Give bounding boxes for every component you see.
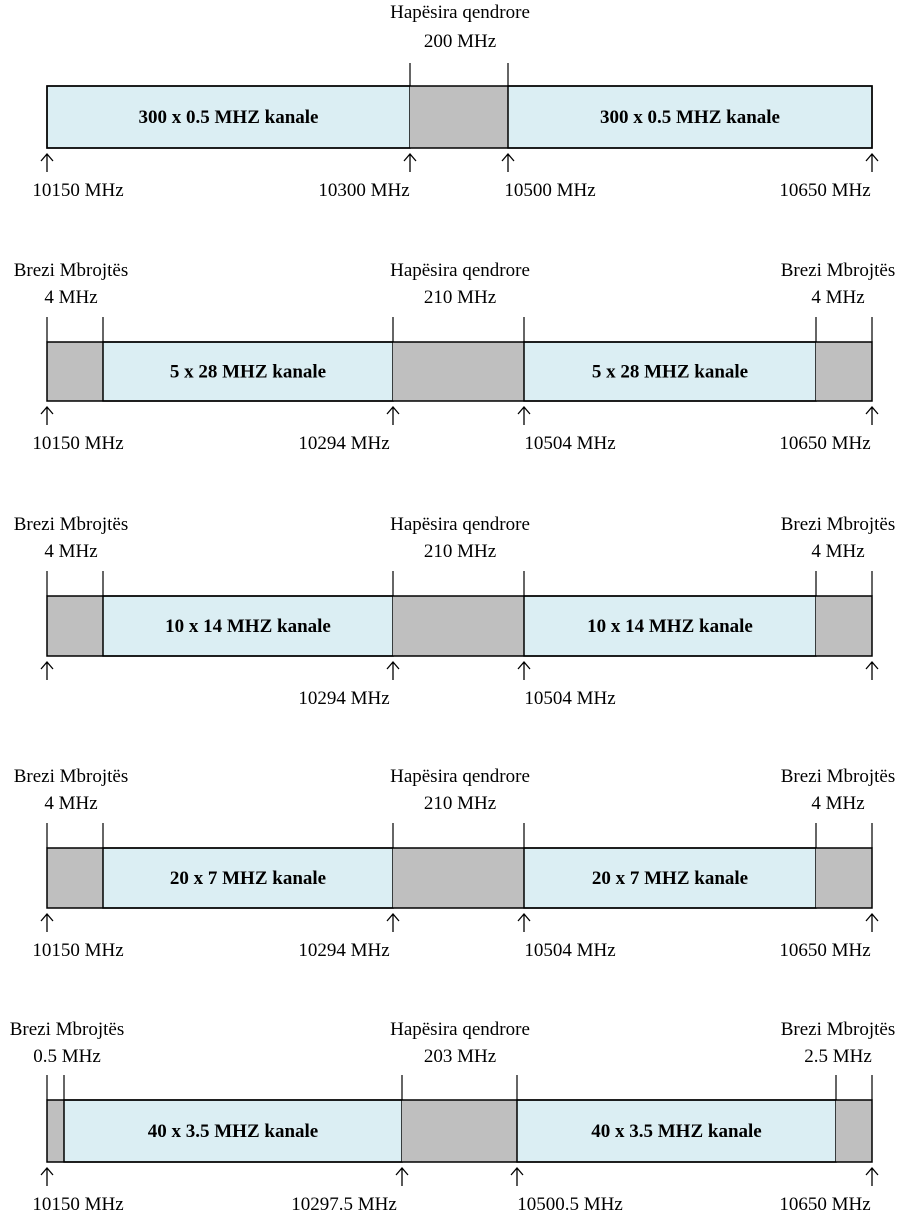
center-gap-block (393, 342, 524, 401)
top-label: 2.5 MHz (804, 1046, 872, 1067)
up-arrow-icon (866, 662, 878, 680)
band-plan-5: 40 x 3.5 MHZ kanale 40 x 3.5 MHZ kanale Br… (10, 1019, 896, 1215)
top-label: Brezi Mbrojtës (14, 766, 129, 787)
band-plan-2: 5 x 28 MHZ kanale 5 x 28 MHZ kanale Brezi … (14, 260, 896, 454)
top-label: Brezi Mbrojtës (14, 260, 129, 281)
up-arrow-icon (41, 154, 53, 172)
frequency-label: 10150 MHz (32, 940, 123, 961)
up-arrow-icon (511, 1168, 523, 1186)
frequency-label: 10150 MHz (32, 180, 123, 201)
top-label: Hapësira qendrore (390, 260, 530, 281)
top-label: 210 MHz (424, 793, 496, 814)
frequency-label: 10150 MHz (32, 1194, 123, 1215)
frequency-label: 10300 MHz (318, 180, 409, 201)
channel-label: 10 x 14 MHZ kanale (165, 616, 331, 637)
band-plan-4: 20 x 7 MHZ kanale 20 x 7 MHZ kanale Brezi … (14, 766, 896, 961)
guard-band-block (816, 342, 872, 401)
center-gap-block (393, 596, 524, 656)
up-arrow-icon (387, 914, 399, 932)
channel-label: 300 x 0.5 MHZ kanale (139, 107, 319, 128)
up-arrow-icon (41, 1168, 53, 1186)
guard-band-block (47, 596, 103, 656)
top-label: Brezi Mbrojtës (781, 1019, 896, 1040)
up-arrow-icon (387, 407, 399, 425)
frequency-label: 10650 MHz (779, 433, 870, 454)
guard-band-block (47, 342, 103, 401)
top-label: 4 MHz (811, 287, 864, 308)
top-label: Brezi Mbrojtës (14, 514, 129, 535)
up-arrow-icon (866, 154, 878, 172)
frequency-label: 10294 MHz (298, 688, 389, 709)
channel-label: 5 x 28 MHZ kanale (170, 362, 326, 383)
top-label: Brezi Mbrojtës (781, 260, 896, 281)
top-label: 0.5 MHz (33, 1046, 101, 1067)
top-label: Brezi Mbrojtës (781, 766, 896, 787)
top-label: Hapësira qendrore (390, 1019, 530, 1040)
up-arrow-icon (41, 407, 53, 425)
up-arrow-icon (387, 662, 399, 680)
band-plan-3: 10 x 14 MHZ kanale 10 x 14 MHZ kanale Brez… (14, 514, 896, 709)
frequency-label: 10650 MHz (779, 940, 870, 961)
up-arrow-icon (518, 914, 530, 932)
frequency-label: 10500 MHz (504, 180, 595, 201)
top-label: Hapësira qendrore (390, 2, 530, 23)
frequency-label: 10650 MHz (779, 180, 870, 201)
top-label: Brezi Mbrojtës (781, 514, 896, 535)
top-label: 4 MHz (811, 793, 864, 814)
frequency-label: 10504 MHz (524, 688, 615, 709)
top-label: 200 MHz (424, 31, 496, 52)
top-label: Hapësira qendrore (390, 766, 530, 787)
guard-band-block (47, 1100, 64, 1162)
top-label: 210 MHz (424, 287, 496, 308)
top-label: 203 MHz (424, 1046, 496, 1067)
guard-band-block (836, 1100, 872, 1162)
channel-label: 40 x 3.5 MHZ kanale (591, 1121, 761, 1142)
center-gap-block (402, 1100, 517, 1162)
top-label: 4 MHz (811, 541, 864, 562)
top-label: 4 MHz (44, 793, 97, 814)
channel-label: 40 x 3.5 MHZ kanale (148, 1121, 318, 1142)
top-label: 4 MHz (44, 541, 97, 562)
top-label: 4 MHz (44, 287, 97, 308)
band-plan-1: 300 x 0.5 MHZ kanale 300 x 0.5 MHZ kanale… (32, 2, 878, 201)
guard-band-block (47, 848, 103, 908)
channel-label: 300 x 0.5 MHZ kanale (600, 107, 780, 128)
top-label: Hapësira qendrore (390, 514, 530, 535)
up-arrow-icon (866, 914, 878, 932)
up-arrow-icon (396, 1168, 408, 1186)
channel-label: 20 x 7 MHZ kanale (592, 868, 748, 889)
channel-label: 10 x 14 MHZ kanale (587, 616, 753, 637)
up-arrow-icon (518, 662, 530, 680)
up-arrow-icon (502, 154, 514, 172)
channel-label: 5 x 28 MHZ kanale (592, 362, 748, 383)
up-arrow-icon (866, 1168, 878, 1186)
up-arrow-icon (404, 154, 416, 172)
up-arrow-icon (518, 407, 530, 425)
frequency-label: 10294 MHz (298, 940, 389, 961)
frequency-label: 10504 MHz (524, 940, 615, 961)
center-gap-block (410, 86, 508, 148)
channel-label: 20 x 7 MHZ kanale (170, 868, 326, 889)
up-arrow-icon (866, 407, 878, 425)
top-label: Brezi Mbrojtës (10, 1019, 125, 1040)
frequency-label: 10650 MHz (779, 1194, 870, 1215)
frequency-label: 10294 MHz (298, 433, 389, 454)
guard-band-block (816, 596, 872, 656)
up-arrow-icon (41, 914, 53, 932)
center-gap-block (393, 848, 524, 908)
frequency-label: 10504 MHz (524, 433, 615, 454)
up-arrow-icon (41, 662, 53, 680)
frequency-label: 10297.5 MHz (291, 1194, 397, 1215)
frequency-label: 10500.5 MHz (517, 1194, 623, 1215)
frequency-label: 10150 MHz (32, 433, 123, 454)
top-label: 210 MHz (424, 541, 496, 562)
guard-band-block (816, 848, 872, 908)
